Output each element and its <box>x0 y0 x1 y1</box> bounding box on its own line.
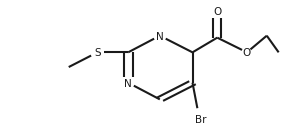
Text: Br: Br <box>195 115 206 125</box>
Text: O: O <box>213 7 222 17</box>
Text: N: N <box>124 79 132 89</box>
Text: N: N <box>156 32 164 42</box>
Text: S: S <box>94 48 101 58</box>
Text: O: O <box>243 48 251 58</box>
